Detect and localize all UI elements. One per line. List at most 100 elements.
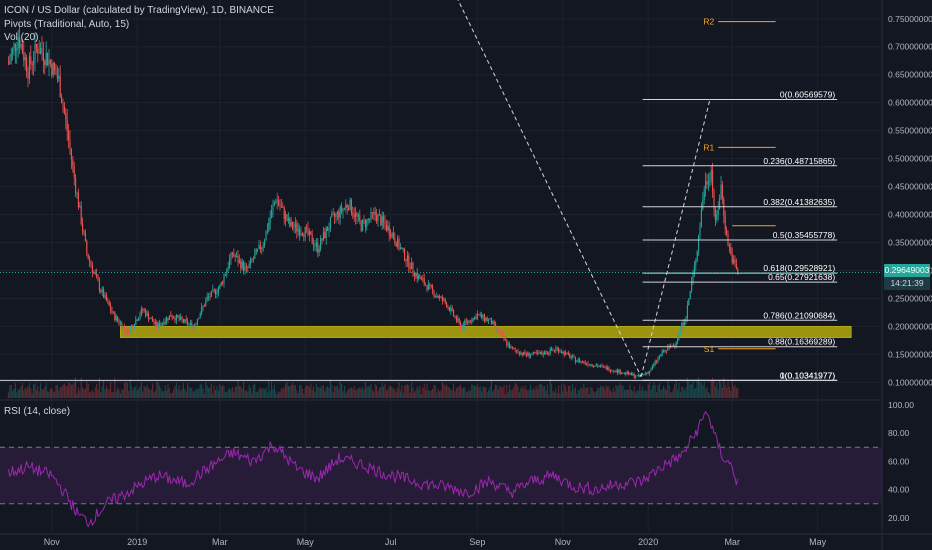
candle-body bbox=[290, 221, 292, 227]
candle-body bbox=[678, 331, 680, 338]
candle-body bbox=[658, 355, 660, 359]
candle-body bbox=[635, 376, 637, 378]
volume-bar bbox=[173, 389, 175, 398]
volume-bar bbox=[262, 388, 264, 398]
candle-body bbox=[521, 352, 523, 355]
candle-body bbox=[586, 363, 588, 365]
time-tick-label: May bbox=[297, 537, 315, 547]
volume-bar bbox=[392, 388, 394, 398]
volume-bar bbox=[691, 384, 693, 398]
candle-body bbox=[623, 372, 625, 374]
volume-bar bbox=[215, 390, 217, 398]
volume-bar bbox=[24, 387, 26, 398]
candle-body bbox=[96, 273, 98, 277]
candle-body bbox=[47, 52, 49, 65]
volume-bar bbox=[481, 391, 483, 398]
volume-bar bbox=[159, 385, 161, 398]
candle-body bbox=[209, 296, 211, 298]
fib-level-label: 0(0.60569579) bbox=[780, 89, 835, 99]
candle-body bbox=[654, 361, 656, 365]
volume-bar bbox=[649, 382, 651, 398]
candle-body bbox=[387, 225, 389, 231]
candle-body bbox=[502, 333, 504, 336]
candle-body bbox=[590, 364, 592, 366]
candle-body bbox=[733, 259, 735, 264]
volume-bar bbox=[310, 383, 312, 398]
candle-body bbox=[551, 348, 553, 351]
volume-bar bbox=[541, 384, 543, 398]
candle-body bbox=[504, 339, 506, 341]
volume-bar bbox=[439, 391, 441, 398]
candle-body bbox=[714, 209, 716, 220]
volume-bar bbox=[479, 386, 481, 398]
volume-bar bbox=[391, 386, 393, 398]
candle-body bbox=[661, 351, 663, 355]
candle-body bbox=[611, 370, 613, 372]
volume-bar bbox=[212, 393, 214, 398]
volume-bar bbox=[595, 391, 597, 398]
candle-body bbox=[350, 199, 352, 214]
candle-body bbox=[653, 364, 655, 366]
volume-bar bbox=[640, 390, 642, 398]
volume-bar bbox=[135, 386, 137, 398]
rsi-band bbox=[0, 447, 882, 504]
candle-body bbox=[58, 75, 60, 79]
candle-body bbox=[233, 254, 235, 257]
price-tick-label: 0.40000000 bbox=[888, 210, 932, 220]
candle-body bbox=[364, 220, 366, 227]
volume-bar bbox=[678, 382, 680, 398]
volume-bar bbox=[216, 385, 218, 398]
candle-body bbox=[222, 282, 224, 284]
candle-body bbox=[65, 113, 67, 120]
candle-body bbox=[457, 318, 459, 321]
candle-body bbox=[138, 318, 140, 321]
volume-bar bbox=[98, 377, 100, 398]
candle-body bbox=[546, 353, 548, 354]
candle-body bbox=[37, 48, 39, 53]
volume-bar bbox=[287, 385, 289, 398]
volume-bar bbox=[679, 392, 681, 398]
candle-body bbox=[576, 361, 578, 362]
candle-body bbox=[56, 75, 58, 79]
candle-body bbox=[691, 281, 693, 292]
volume-bar bbox=[286, 382, 288, 398]
candle-body bbox=[264, 240, 266, 246]
volume-bar bbox=[601, 386, 603, 398]
candle-body bbox=[184, 319, 186, 323]
candle-body bbox=[142, 308, 144, 310]
candle-body bbox=[292, 221, 294, 229]
candle-body bbox=[689, 291, 691, 299]
candle-body bbox=[105, 294, 107, 301]
volume-bar bbox=[590, 387, 592, 398]
volume-bar bbox=[140, 381, 142, 398]
volume-bar bbox=[65, 385, 67, 398]
candle-body bbox=[394, 238, 396, 243]
volume-bar bbox=[76, 393, 78, 398]
candle-body bbox=[325, 227, 327, 239]
volume-bar bbox=[573, 389, 575, 398]
candle-body bbox=[278, 200, 280, 205]
volume-bar bbox=[615, 384, 617, 398]
candle-body bbox=[159, 322, 161, 327]
volume-bar bbox=[650, 390, 652, 398]
candle-body bbox=[238, 260, 240, 263]
candle-body bbox=[112, 312, 114, 314]
candle-body bbox=[500, 332, 502, 334]
volume-bar bbox=[63, 383, 65, 398]
volume-bar bbox=[387, 389, 389, 398]
candle-body bbox=[684, 321, 686, 326]
volume-bar bbox=[735, 388, 737, 398]
candle-body bbox=[189, 322, 191, 324]
candle-body bbox=[525, 354, 527, 356]
volume-bar bbox=[733, 386, 735, 398]
volume-bar bbox=[507, 392, 509, 398]
candle-body bbox=[472, 317, 474, 322]
candle-body bbox=[705, 180, 707, 190]
volume-bar bbox=[343, 386, 345, 398]
volume-bar bbox=[712, 377, 714, 398]
candle-body bbox=[713, 190, 715, 210]
volume-bar bbox=[35, 389, 37, 398]
volume-bar bbox=[251, 392, 253, 398]
candle-body bbox=[261, 247, 263, 250]
